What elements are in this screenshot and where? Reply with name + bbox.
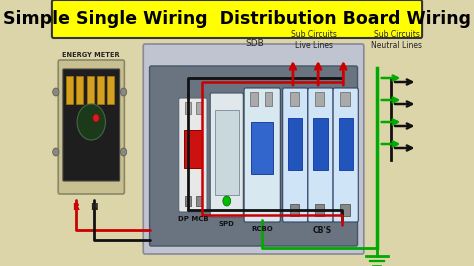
Bar [250, 92, 258, 106]
FancyBboxPatch shape [63, 69, 119, 181]
Bar [66, 76, 73, 104]
Bar [184, 130, 201, 168]
Circle shape [53, 88, 59, 96]
Bar [288, 118, 302, 170]
Circle shape [120, 148, 127, 156]
FancyBboxPatch shape [308, 88, 333, 222]
Text: N: N [90, 203, 98, 213]
Bar [215, 110, 238, 195]
Bar [251, 122, 273, 174]
FancyBboxPatch shape [283, 88, 308, 222]
Bar [196, 102, 202, 114]
Bar [264, 92, 273, 106]
Circle shape [223, 196, 231, 206]
Circle shape [93, 114, 99, 122]
Bar [76, 76, 83, 104]
FancyBboxPatch shape [58, 60, 124, 194]
FancyBboxPatch shape [52, 0, 422, 38]
Bar [185, 102, 191, 114]
Bar [315, 204, 324, 216]
FancyBboxPatch shape [333, 88, 358, 222]
FancyBboxPatch shape [179, 98, 207, 212]
Text: Simple Single Wiring  Distribution Board Wiring: Simple Single Wiring Distribution Board … [3, 10, 471, 28]
Text: SDB: SDB [246, 39, 264, 48]
FancyBboxPatch shape [244, 88, 280, 222]
Circle shape [77, 104, 105, 140]
FancyBboxPatch shape [143, 44, 364, 254]
Text: CB'S: CB'S [312, 226, 332, 235]
Text: ENERGY METER: ENERGY METER [63, 52, 120, 58]
Bar [290, 204, 299, 216]
Bar [97, 76, 104, 104]
Text: RCBO: RCBO [251, 226, 273, 232]
Text: R: R [72, 203, 79, 213]
Circle shape [120, 88, 127, 96]
Bar [196, 196, 202, 206]
Circle shape [53, 148, 59, 156]
FancyBboxPatch shape [150, 66, 357, 246]
Bar [290, 92, 299, 106]
FancyBboxPatch shape [210, 93, 243, 217]
Bar [313, 118, 328, 170]
Text: SPD: SPD [219, 221, 235, 227]
Bar [338, 118, 353, 170]
Bar [340, 92, 350, 106]
Bar [107, 76, 114, 104]
Bar [340, 204, 350, 216]
Bar [315, 92, 324, 106]
Text: Sub Circuits
Neutral Lines: Sub Circuits Neutral Lines [372, 30, 422, 50]
Bar [87, 76, 94, 104]
Bar [185, 196, 191, 206]
Text: DP MCB: DP MCB [178, 216, 208, 222]
Text: Sub Circuits
Live Lines: Sub Circuits Live Lines [291, 30, 337, 50]
